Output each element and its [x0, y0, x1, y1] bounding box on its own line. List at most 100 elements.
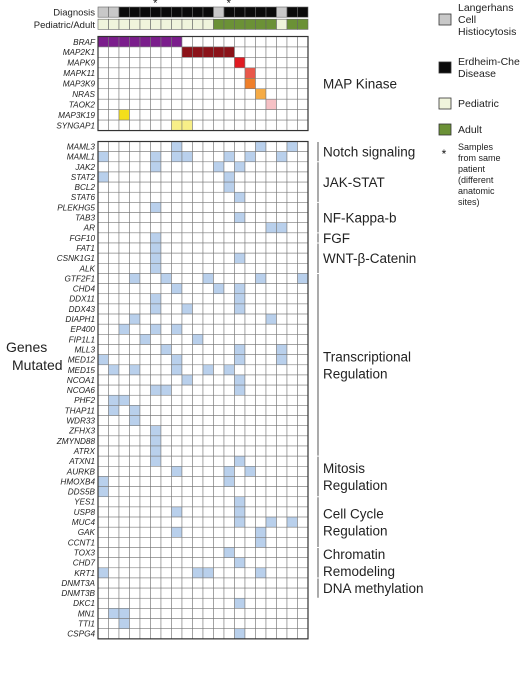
empty-cell	[108, 334, 120, 345]
gene-label: DNMT3B	[61, 589, 95, 598]
empty-cell	[160, 597, 172, 609]
mutation-cell	[213, 46, 225, 58]
empty-cell	[129, 476, 141, 487]
empty-cell	[213, 67, 225, 79]
empty-cell	[160, 191, 172, 203]
empty-cell	[234, 435, 246, 447]
empty-cell	[181, 445, 193, 457]
empty-cell	[97, 88, 109, 100]
empty-cell	[171, 486, 183, 498]
empty-cell	[150, 608, 162, 619]
empty-cell	[118, 252, 130, 264]
empty-cell	[255, 618, 267, 629]
empty-cell	[160, 587, 172, 599]
empty-cell	[181, 537, 193, 548]
empty-cell	[286, 98, 298, 110]
empty-cell	[255, 476, 267, 487]
empty-cell	[255, 171, 267, 183]
empty-cell	[202, 557, 214, 569]
empty-cell	[181, 202, 193, 213]
empty-cell	[192, 415, 204, 426]
empty-cell	[171, 242, 183, 254]
category-label: MAP Kinase	[323, 77, 397, 92]
empty-cell	[171, 191, 183, 203]
empty-cell	[234, 537, 246, 548]
empty-cell	[129, 526, 141, 538]
empty-cell	[181, 232, 193, 244]
empty-cell	[192, 323, 204, 335]
empty-cell	[202, 526, 214, 538]
empty-cell	[202, 293, 214, 305]
empty-cell	[108, 57, 120, 69]
gene-label: DDX43	[69, 305, 96, 314]
empty-cell	[139, 455, 151, 467]
empty-cell	[160, 364, 172, 376]
empty-cell	[181, 597, 193, 609]
empty-cell	[276, 232, 288, 244]
empty-cell	[181, 181, 193, 193]
empty-cell	[192, 88, 204, 100]
empty-cell	[129, 455, 141, 467]
empty-cell	[118, 628, 130, 640]
empty-cell	[160, 476, 172, 487]
empty-cell	[213, 232, 225, 244]
empty-cell	[202, 283, 214, 295]
mutation-cell	[234, 455, 246, 467]
empty-cell	[171, 109, 183, 121]
gene-label: HMOXB4	[60, 477, 95, 486]
mutation-cell	[150, 263, 162, 274]
empty-cell	[160, 46, 172, 58]
empty-cell	[160, 577, 172, 589]
empty-cell	[139, 313, 151, 325]
empty-cell	[244, 425, 256, 437]
gene-label: EP400	[70, 325, 95, 334]
empty-cell	[244, 181, 256, 193]
empty-cell	[192, 618, 204, 629]
empty-cell	[118, 455, 130, 467]
pathway-category-labels: MAP Kinase Notch signaling JAK-STAT NF-Kapp…	[317, 77, 424, 598]
empty-cell	[171, 567, 183, 579]
empty-cell	[213, 587, 225, 599]
empty-cell	[244, 415, 256, 426]
gene-label: ALK	[79, 264, 96, 273]
mutation-cell	[129, 415, 141, 426]
empty-cell	[265, 36, 277, 48]
mutation-cell	[108, 364, 120, 376]
header-cell	[265, 6, 277, 18]
empty-cell	[160, 181, 172, 193]
empty-cell	[244, 394, 256, 406]
empty-cell	[255, 119, 267, 131]
empty-cell	[213, 119, 225, 131]
empty-cell	[286, 57, 298, 69]
empty-cell	[297, 263, 309, 274]
empty-cell	[160, 109, 172, 121]
empty-cell	[139, 98, 151, 110]
empty-cell	[297, 415, 309, 426]
empty-cell	[276, 415, 288, 426]
empty-cell	[255, 425, 267, 437]
empty-cell	[139, 273, 151, 284]
empty-cell	[97, 526, 109, 538]
empty-cell	[276, 202, 288, 213]
mutation-cell	[118, 608, 130, 619]
empty-cell	[192, 313, 204, 325]
empty-cell	[213, 608, 225, 619]
empty-cell	[276, 537, 288, 548]
empty-cell	[234, 445, 246, 457]
empty-cell	[297, 577, 309, 589]
legend-label: from same	[458, 153, 501, 163]
empty-cell	[265, 496, 277, 508]
empty-cell	[223, 374, 235, 386]
empty-cell	[213, 455, 225, 467]
empty-cell	[244, 618, 256, 629]
header-cell	[129, 6, 141, 18]
empty-cell	[171, 232, 183, 244]
empty-cell	[171, 597, 183, 609]
empty-cell	[223, 597, 235, 609]
empty-cell	[286, 537, 298, 548]
empty-cell	[192, 364, 204, 376]
empty-cell	[244, 506, 256, 518]
empty-cell	[297, 445, 309, 457]
empty-cell	[234, 232, 246, 244]
empty-cell	[297, 364, 309, 376]
